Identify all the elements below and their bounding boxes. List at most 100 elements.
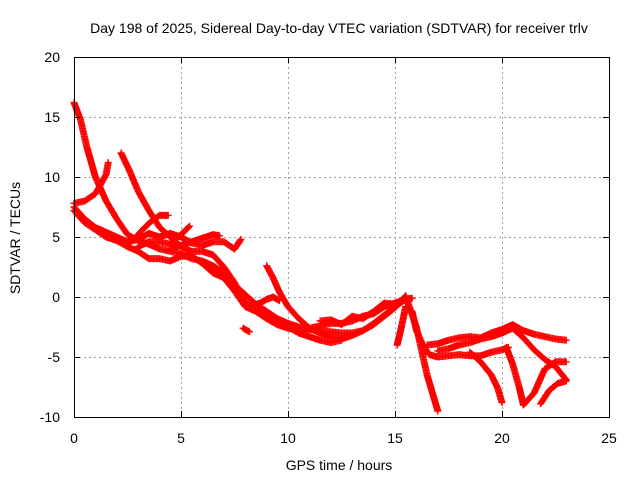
- data-point: [543, 358, 546, 361]
- data-point: [554, 337, 557, 341]
- data-point: [141, 228, 144, 231]
- data-point: [233, 289, 236, 293]
- data-point: [329, 335, 332, 338]
- series-track-6: [121, 211, 172, 247]
- data-point: [104, 199, 108, 203]
- data-point: [211, 253, 215, 257]
- data-point: [436, 409, 439, 413]
- data-point: [458, 353, 461, 356]
- data-point: [94, 228, 97, 231]
- data-point: [128, 169, 131, 173]
- data-point: [265, 264, 268, 267]
- data-point: [565, 360, 568, 363]
- y-tick-label: -5: [48, 349, 61, 365]
- data-point: [149, 220, 153, 223]
- data-point: [490, 373, 493, 377]
- data-point: [94, 192, 97, 195]
- data-point: [201, 237, 204, 240]
- data-point: [468, 341, 472, 344]
- data-point: [318, 319, 322, 323]
- x-axis-label: GPS time / hours: [286, 457, 393, 473]
- data-point: [248, 330, 251, 333]
- data-point: [218, 234, 221, 237]
- data-point: [543, 335, 546, 338]
- data-point: [278, 299, 281, 302]
- data-point: [415, 329, 418, 332]
- data-point: [404, 298, 407, 301]
- data-point: [233, 247, 236, 251]
- data-point: [83, 199, 86, 203]
- data-point: [404, 305, 407, 308]
- data-point: [340, 337, 343, 341]
- data-point: [479, 360, 482, 363]
- data-point: [308, 335, 311, 338]
- data-point: [239, 238, 243, 241]
- data-point: [126, 233, 129, 236]
- data-point: [158, 214, 161, 217]
- series-markers: [70, 99, 442, 415]
- data-point: [329, 341, 332, 344]
- series-markers: [239, 324, 253, 336]
- data-point: [556, 382, 559, 385]
- data-point: [265, 317, 268, 320]
- data-point: [372, 310, 375, 313]
- data-point: [211, 240, 215, 243]
- data-point: [543, 367, 546, 371]
- data-point: [500, 401, 504, 404]
- data-point: [147, 209, 151, 212]
- data-point: [241, 327, 245, 330]
- data-point: [340, 323, 343, 326]
- data-point: [500, 331, 504, 335]
- data-point: [340, 331, 343, 335]
- series-track-8: [166, 231, 224, 253]
- data-point: [554, 360, 557, 363]
- data-point: [522, 403, 525, 407]
- data-point: [137, 190, 140, 193]
- data-point: [104, 235, 108, 239]
- data-point: [329, 318, 332, 321]
- data-point: [565, 339, 568, 342]
- data-point: [158, 240, 161, 243]
- data-point: [104, 173, 108, 176]
- data-point: [532, 333, 536, 336]
- data-point: [400, 325, 403, 329]
- data-point: [132, 238, 136, 241]
- x-tick-label: 5: [177, 430, 185, 446]
- data-point: [190, 255, 193, 258]
- series-track-15: [434, 324, 570, 384]
- data-point: [532, 348, 536, 351]
- data-point: [271, 276, 275, 279]
- y-axis-label: SDTVAR / TECUs: [7, 182, 23, 294]
- series-track-1: [70, 99, 442, 415]
- data-point: [119, 151, 123, 155]
- data-point: [169, 243, 172, 246]
- data-point: [500, 348, 504, 351]
- data-point: [147, 257, 151, 260]
- data-point: [511, 327, 514, 330]
- data-point: [522, 336, 525, 339]
- data-point: [383, 313, 386, 317]
- data-point: [351, 315, 354, 318]
- data-point: [211, 233, 215, 236]
- data-point: [286, 305, 290, 308]
- series-track-10: [245, 293, 283, 311]
- data-point: [318, 324, 322, 327]
- data-point: [458, 343, 461, 347]
- series-track-9: [239, 324, 253, 336]
- x-tick-label: 0: [70, 430, 78, 446]
- series-track-7: [134, 222, 194, 251]
- data-point: [201, 262, 204, 265]
- data-point: [147, 240, 151, 243]
- data-point: [158, 226, 161, 229]
- y-tick-label: 15: [44, 109, 60, 125]
- axis-ticks: 0 5 10 15 20 25 -10 -5 0 5 10 15 20: [40, 49, 617, 446]
- data-point: [490, 351, 493, 354]
- data-point: [190, 240, 193, 243]
- data-point: [169, 232, 172, 235]
- x-tick-label: 25: [601, 430, 617, 446]
- series-track-17: [502, 343, 570, 409]
- data-point: [169, 247, 172, 251]
- grid-lines: [74, 57, 609, 417]
- series-track-16: [466, 348, 506, 407]
- x-tick-label: 10: [280, 430, 296, 446]
